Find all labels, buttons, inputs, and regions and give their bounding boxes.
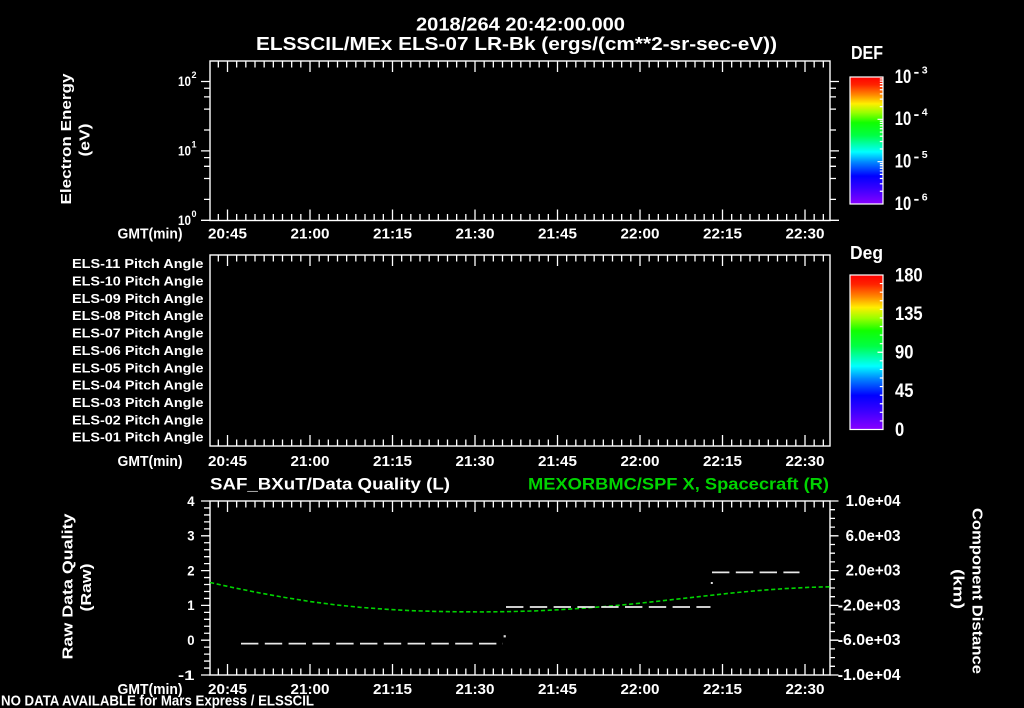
svg-text:21:30: 21:30	[456, 681, 495, 698]
svg-text:GMT(min): GMT(min)	[118, 453, 183, 470]
svg-text:ELS-02 Pitch Angle: ELS-02 Pitch Angle	[72, 412, 204, 427]
svg-text:180: 180	[895, 265, 923, 286]
svg-text:21:00: 21:00	[291, 226, 330, 243]
svg-text:ELS-05 Pitch Angle: ELS-05 Pitch Angle	[72, 360, 204, 375]
svg-text:20:45: 20:45	[208, 226, 247, 243]
svg-text:21:15: 21:15	[373, 226, 412, 243]
svg-text:21:30: 21:30	[456, 226, 495, 243]
svg-text:1: 1	[192, 140, 197, 150]
svg-text:0: 0	[187, 632, 194, 648]
svg-text:90: 90	[895, 343, 913, 364]
svg-text:10: 10	[895, 152, 912, 173]
svg-text:21:15: 21:15	[373, 681, 412, 698]
svg-text:6.0e+03: 6.0e+03	[846, 528, 901, 545]
svg-text:NO DATA AVAILABLE for Mars Ex: NO DATA AVAILABLE for Mars Express / ELS…	[1, 693, 314, 708]
svg-text:-1: -1	[178, 667, 195, 683]
svg-text:22:15: 22:15	[703, 453, 742, 470]
svg-text:(km): (km)	[950, 569, 967, 609]
svg-text:ELSSCIL/MEx ELS-07 LR-Bk (erg: ELSSCIL/MEx ELS-07 LR-Bk (ergs/(cm**2-sr…	[256, 34, 777, 54]
svg-text:22:00: 22:00	[621, 453, 660, 470]
svg-text:3: 3	[187, 528, 194, 544]
svg-text:10: 10	[178, 73, 191, 89]
svg-text:10: 10	[895, 67, 912, 88]
svg-text:21:45: 21:45	[538, 453, 577, 470]
svg-text:20:45: 20:45	[208, 681, 247, 698]
svg-text:ELS-07 Pitch Angle: ELS-07 Pitch Angle	[72, 326, 204, 341]
svg-text:22:00: 22:00	[621, 681, 660, 698]
svg-text:(Raw): (Raw)	[78, 564, 95, 612]
svg-text:GMT(min): GMT(min)	[118, 681, 183, 698]
svg-text:4: 4	[187, 493, 194, 509]
svg-text:22:30: 22:30	[786, 226, 825, 243]
svg-text:ELS-09 Pitch Angle: ELS-09 Pitch Angle	[72, 291, 204, 306]
svg-text:DEF: DEF	[851, 43, 883, 63]
svg-text:22:15: 22:15	[703, 226, 742, 243]
svg-text:Deg: Deg	[850, 243, 883, 263]
svg-text:3: 3	[922, 64, 928, 76]
svg-text:10: 10	[895, 194, 912, 215]
svg-text:21:45: 21:45	[538, 681, 577, 698]
svg-text:4: 4	[922, 107, 928, 119]
svg-text:10: 10	[178, 212, 191, 228]
svg-text:-1.0e+04: -1.0e+04	[838, 667, 901, 684]
svg-text:Component Distance: Component Distance	[969, 508, 986, 674]
svg-text:0: 0	[895, 420, 904, 441]
svg-text:ELS-04 Pitch Angle: ELS-04 Pitch Angle	[72, 378, 204, 393]
svg-text:ELS-08 Pitch Angle: ELS-08 Pitch Angle	[72, 308, 204, 323]
svg-text:ELS-06 Pitch Angle: ELS-06 Pitch Angle	[72, 343, 204, 358]
svg-text:45: 45	[895, 381, 914, 402]
svg-text:21:15: 21:15	[373, 453, 412, 470]
svg-text:22:30: 22:30	[786, 681, 825, 698]
svg-text:10: 10	[178, 143, 191, 159]
svg-text:5: 5	[922, 149, 928, 161]
svg-text:Raw Data Quality: Raw Data Quality	[60, 513, 77, 660]
svg-text:20:45: 20:45	[208, 453, 247, 470]
svg-text:ELS-01 Pitch Angle: ELS-01 Pitch Angle	[72, 430, 204, 445]
svg-text:2: 2	[187, 562, 194, 578]
svg-text:2: 2	[192, 70, 197, 80]
svg-text:0: 0	[192, 209, 197, 219]
svg-text:-2.0e+03: -2.0e+03	[838, 597, 901, 614]
svg-text:22:00: 22:00	[621, 226, 660, 243]
svg-text:21:00: 21:00	[291, 453, 330, 470]
svg-text:21:00: 21:00	[291, 681, 330, 698]
svg-text:2018/264 20:42:00.000: 2018/264 20:42:00.000	[416, 14, 625, 34]
svg-text:10: 10	[895, 109, 912, 130]
svg-text:1.0e+04: 1.0e+04	[846, 493, 901, 510]
svg-text:Electron Energy: Electron Energy	[58, 73, 75, 205]
svg-text:135: 135	[895, 304, 923, 325]
svg-text:ELS-03 Pitch Angle: ELS-03 Pitch Angle	[72, 395, 204, 410]
svg-text:1: 1	[187, 597, 194, 613]
svg-text:22:30: 22:30	[786, 453, 825, 470]
svg-text:ELS-10 Pitch Angle: ELS-10 Pitch Angle	[72, 274, 204, 289]
svg-text:6: 6	[922, 191, 928, 203]
svg-text:22:15: 22:15	[703, 681, 742, 698]
svg-text:2.0e+03: 2.0e+03	[846, 563, 901, 580]
svg-text:(eV): (eV)	[76, 124, 93, 157]
svg-text:-6.0e+03: -6.0e+03	[838, 632, 901, 649]
svg-text:SAF_BXuT/Data Quality (L): SAF_BXuT/Data Quality (L)	[210, 474, 450, 493]
svg-text:21:45: 21:45	[538, 226, 577, 243]
svg-text:ELS-11 Pitch Angle: ELS-11 Pitch Angle	[72, 256, 204, 271]
svg-text:21:30: 21:30	[456, 453, 495, 470]
svg-text:GMT(min): GMT(min)	[118, 226, 183, 243]
svg-text:MEXORBMC/SPF X, Spacecraft (R): MEXORBMC/SPF X, Spacecraft (R)	[528, 474, 829, 493]
